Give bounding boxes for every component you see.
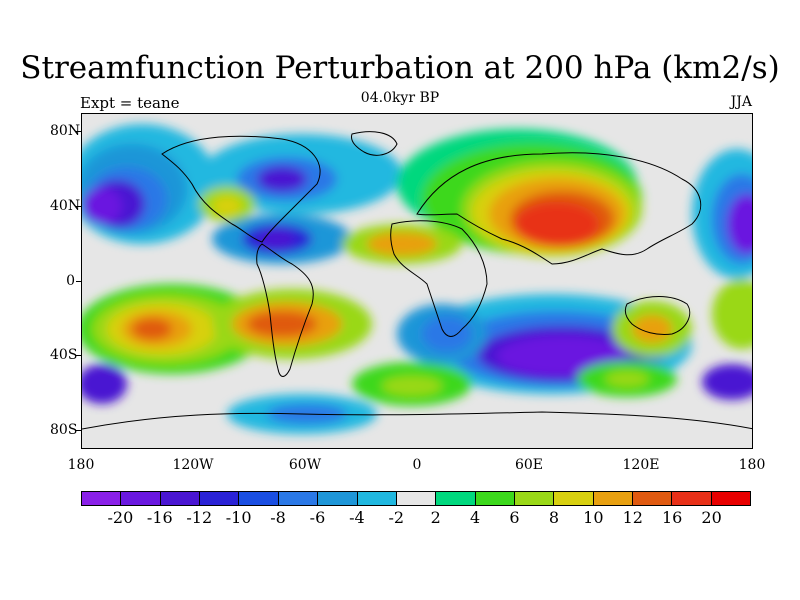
colorbar-swatch — [278, 492, 319, 505]
lat-label: 40N — [50, 198, 81, 214]
colorbar-swatch — [554, 492, 594, 505]
colorbar-swatch — [475, 492, 515, 505]
colorbar-label: 4 — [470, 508, 481, 527]
lat-label: 40S — [50, 347, 78, 363]
lat-label: 80N — [50, 123, 81, 139]
colorbar — [81, 491, 751, 506]
plot-title: Streamfunction Perturbation at 200 hPa (… — [20, 50, 780, 86]
colorbar-label: 8 — [548, 508, 560, 527]
colorbar-label: -2 — [388, 508, 405, 527]
colorbar-label: -4 — [349, 508, 365, 527]
colorbar-swatch — [239, 492, 279, 505]
colorbar-swatch — [514, 492, 555, 505]
lon-label: 120E — [622, 457, 660, 473]
lat-tick — [76, 131, 81, 132]
lon-label: 0 — [412, 457, 422, 473]
colorbar-swatch — [82, 492, 122, 505]
colorbar-swatch — [200, 492, 240, 505]
lat-label: 0 — [66, 273, 75, 289]
colorbar-label: -6 — [309, 508, 326, 527]
lat-label: 80S — [50, 422, 78, 438]
season-label: JJA — [730, 94, 752, 110]
africa-outline — [390, 220, 488, 337]
australia-outline — [624, 296, 691, 335]
colorbar-label: 2 — [430, 508, 441, 527]
coastlines — [82, 131, 752, 430]
colorbar-swatch — [160, 492, 201, 505]
greenland-outline — [351, 131, 398, 156]
south-america-outline — [256, 243, 314, 377]
north-america-outline — [161, 135, 321, 243]
colorbar-label: 10 — [583, 508, 604, 527]
colorbar-swatch — [593, 492, 634, 505]
streamfunction-map — [81, 113, 753, 449]
antarctica-outline — [82, 411, 752, 430]
colorbar-label: -20 — [107, 508, 134, 527]
colorbar-swatch — [633, 492, 673, 505]
colorbar-swatch — [672, 492, 712, 505]
lon-label: 120W — [172, 457, 214, 473]
colorbar-label: 16 — [661, 508, 683, 527]
colorbar-label: 12 — [622, 508, 643, 527]
colorbar-label: 6 — [509, 508, 520, 527]
lon-label: 60W — [288, 457, 322, 473]
colorbar-swatch — [357, 492, 397, 505]
colorbar-label: -16 — [146, 508, 173, 527]
colorbar-label: -12 — [186, 508, 213, 527]
lon-label: 180 — [67, 457, 95, 473]
lat-tick — [76, 206, 81, 207]
colorbar-label: -8 — [270, 508, 286, 527]
colorbar-swatch — [396, 492, 437, 505]
colorbar-swatch — [711, 492, 751, 505]
colorbar-label: -10 — [225, 508, 252, 527]
colorbar-swatch — [318, 492, 358, 505]
plot-subtitle: 04.0kyr BP — [360, 90, 440, 106]
eurasia-outline — [416, 152, 702, 265]
experiment-label: Expt = teane — [80, 94, 180, 112]
lat-tick — [76, 355, 81, 356]
lat-tick — [76, 430, 81, 431]
lon-label: 60E — [514, 457, 544, 473]
lat-tick — [76, 281, 81, 282]
colorbar-label: 20 — [701, 508, 722, 527]
field-svg — [82, 114, 752, 448]
colorbar-swatch — [436, 492, 476, 505]
lon-label: 180 — [738, 457, 766, 473]
colorbar-swatch — [121, 492, 161, 505]
contour-field — [82, 124, 752, 434]
